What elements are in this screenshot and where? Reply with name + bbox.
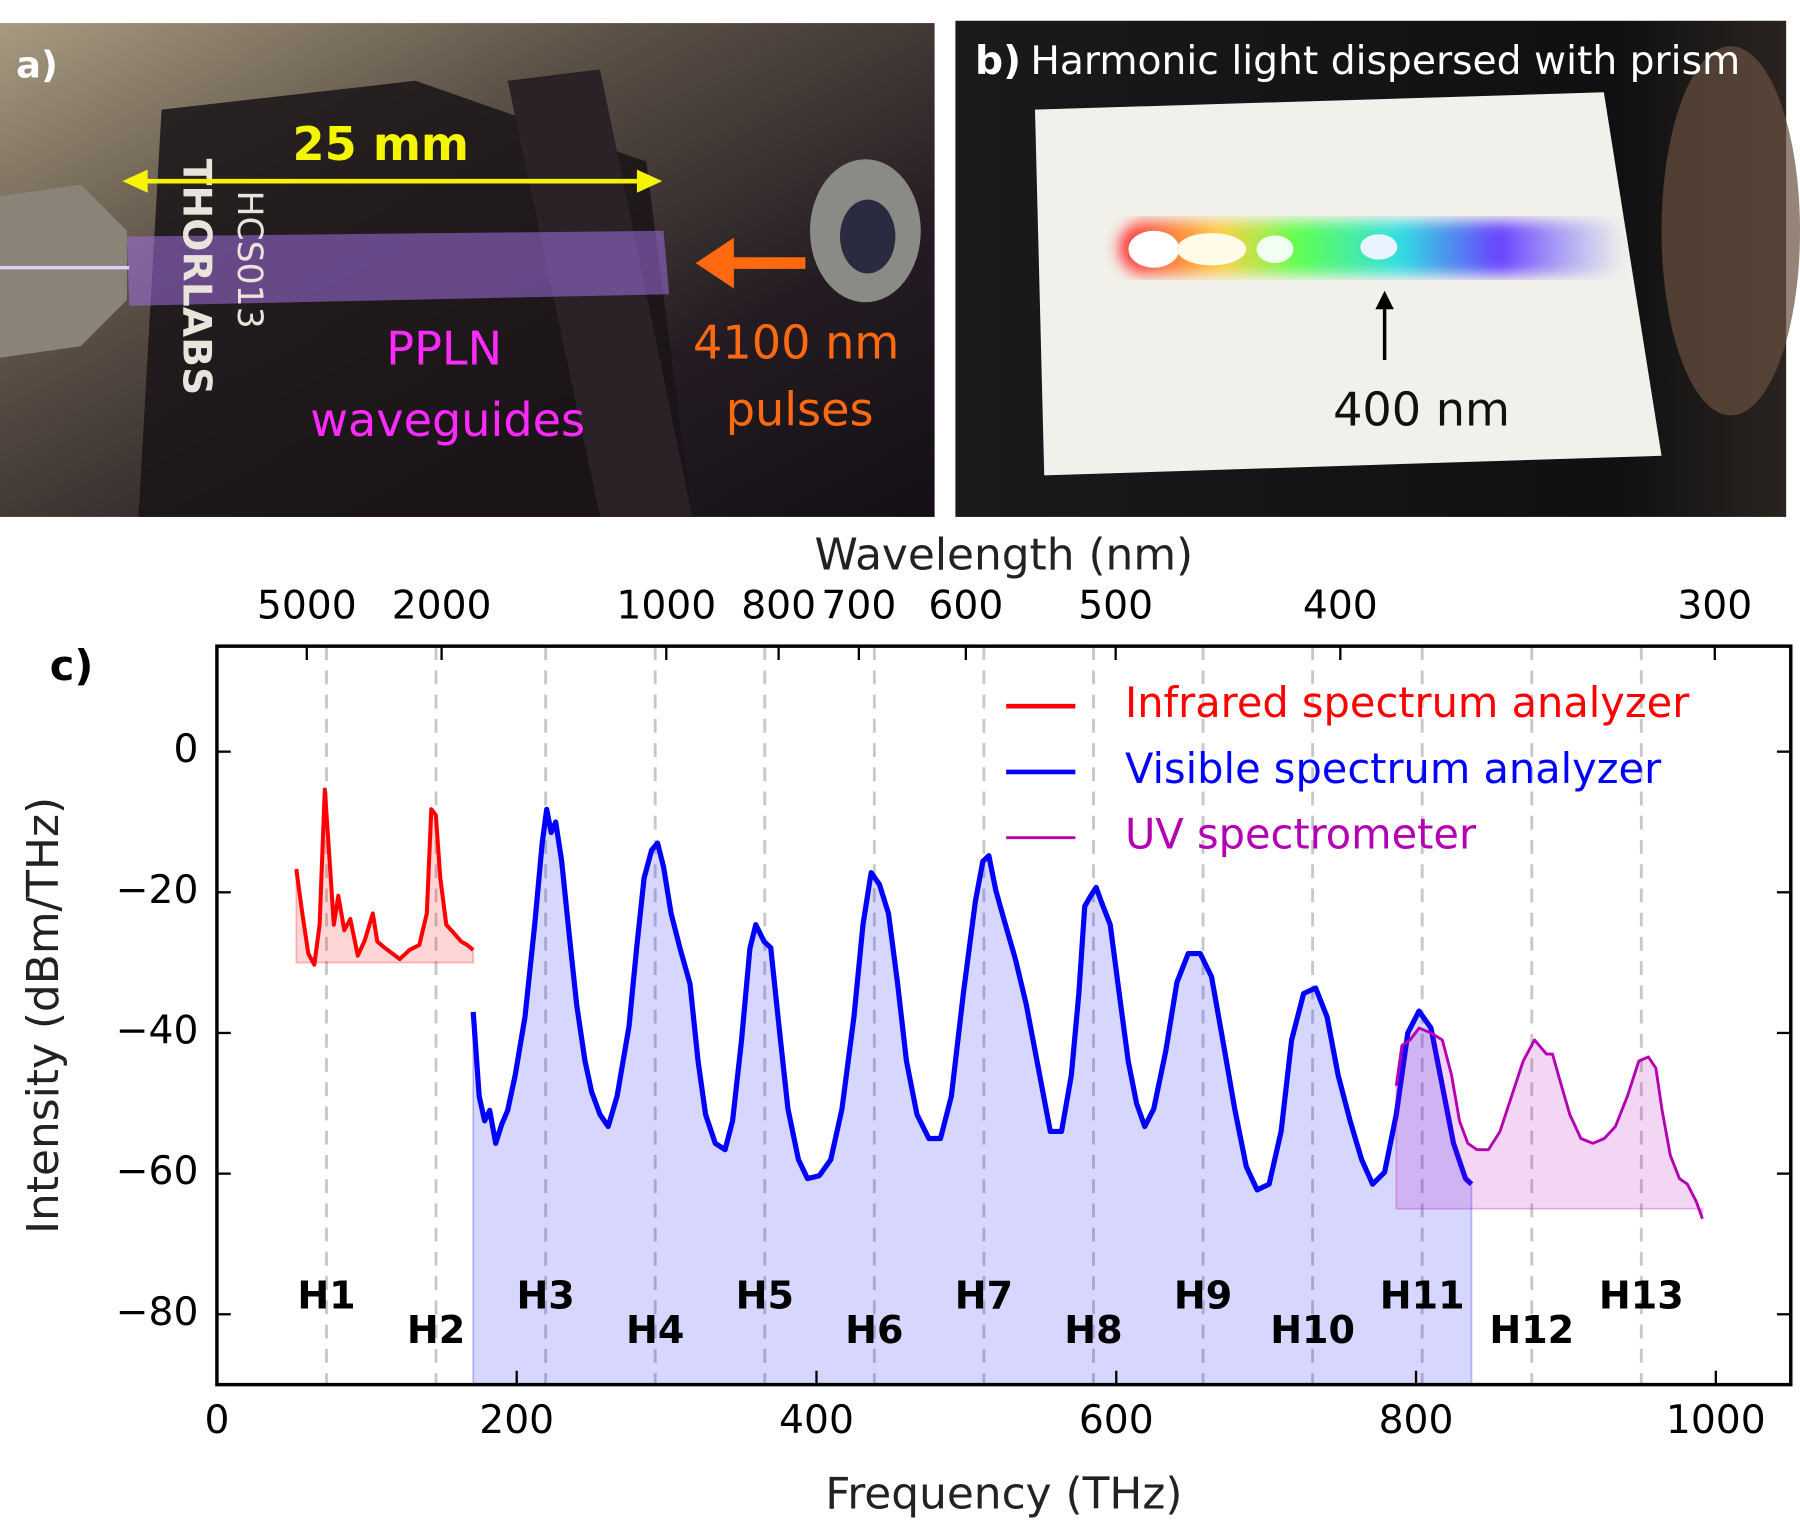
harmonic-label: H10 xyxy=(1270,1308,1355,1352)
scale-arrowhead xyxy=(122,169,148,193)
glow-spot xyxy=(1360,234,1398,260)
x-tick-label: 400 xyxy=(779,1398,854,1443)
series-line xyxy=(1394,1026,1704,1220)
pulse-label: pulses xyxy=(726,383,874,437)
panel-label: b) xyxy=(975,39,1021,84)
waveguide-label: PPLN xyxy=(386,321,502,375)
harmonic-label: H1 xyxy=(297,1274,355,1318)
glow-spot xyxy=(1128,230,1180,268)
fingers xyxy=(1661,46,1800,416)
panel-label: c) xyxy=(50,641,94,690)
y-axis-label: Intensity (dBm/THz) xyxy=(18,797,69,1234)
pulse-arrowhead xyxy=(695,237,734,289)
area xyxy=(1395,1027,1704,1219)
photo-b: 400 nm b) Harmonic light dispersed with … xyxy=(955,20,1800,517)
harmonic-label: H12 xyxy=(1489,1308,1574,1352)
legend-label: Visible spectrum analyzer xyxy=(1125,744,1662,793)
scale-label: 25 mm xyxy=(293,117,469,171)
x-axis-label: Frequency (THz) xyxy=(825,1469,1182,1520)
chip xyxy=(126,230,670,306)
x2-tick-label: 800 xyxy=(741,584,816,629)
y-tick-label: 0 xyxy=(174,727,199,772)
x2-tick-label: 1000 xyxy=(616,584,716,629)
x2-tick-label: 400 xyxy=(1303,584,1378,629)
y-tick-label: −40 xyxy=(116,1008,199,1053)
harmonic-label: H13 xyxy=(1599,1274,1684,1318)
panel-label: a) xyxy=(16,43,58,86)
chart: c) Frequency (THz) Wavelength (nm) Inten… xyxy=(18,529,1793,1520)
fiber-holder xyxy=(0,184,127,358)
x-tick-label: 200 xyxy=(479,1398,554,1443)
x2-tick-label: 500 xyxy=(1078,584,1153,629)
marker-arrowhead xyxy=(1375,290,1394,310)
harmonic-label: H7 xyxy=(955,1274,1013,1318)
harmonic-label: H4 xyxy=(626,1308,684,1352)
legend-label: Infrared spectrum analyzer xyxy=(1125,678,1690,727)
chip-brand: THORLABS xyxy=(173,159,218,396)
harmonic-label: H9 xyxy=(1174,1274,1232,1318)
x2-tick-label: 2000 xyxy=(392,584,492,629)
y-tick-label: −80 xyxy=(116,1290,199,1335)
panel-title: Harmonic light dispersed with prism xyxy=(1030,39,1740,84)
harmonic-label: H6 xyxy=(845,1308,903,1352)
series-line xyxy=(294,787,475,967)
y-tick-label: −20 xyxy=(116,868,199,913)
marker-label: 400 nm xyxy=(1333,383,1510,437)
harmonic-label: H8 xyxy=(1064,1308,1122,1352)
y-tick-label: −60 xyxy=(116,1149,199,1194)
glow-spot xyxy=(1176,233,1247,266)
photo-a: THORLABS HCS013 25 mm PPLN waveguides 41… xyxy=(0,23,935,517)
x-tick-label: 800 xyxy=(1379,1398,1454,1443)
x-tick-label: 1000 xyxy=(1666,1398,1766,1443)
x2-tick-label: 300 xyxy=(1677,584,1752,629)
x2-tick-label: 600 xyxy=(928,584,1003,629)
series-line xyxy=(470,806,1474,1193)
x-tick-label: 0 xyxy=(204,1398,229,1443)
plot-frame xyxy=(215,644,1793,1387)
x2-tick-label: 5000 xyxy=(257,584,357,629)
x-tick-label: 600 xyxy=(1079,1398,1154,1443)
harmonic-label: H5 xyxy=(736,1274,794,1318)
lens-core xyxy=(840,199,896,274)
chip-model: HCS013 xyxy=(229,191,269,329)
card xyxy=(1035,92,1662,476)
harmonic-label: H3 xyxy=(516,1274,574,1318)
harmonic-label: H2 xyxy=(407,1308,465,1352)
x2-axis-label: Wavelength (nm) xyxy=(815,529,1194,580)
x2-tick-label: 700 xyxy=(821,584,896,629)
glow-spot xyxy=(1256,235,1294,264)
scale-arrowhead xyxy=(636,169,663,193)
harmonic-label: H11 xyxy=(1380,1274,1465,1318)
pulse-label: 4100 nm xyxy=(693,316,899,370)
waveguide-label: waveguides xyxy=(310,393,585,447)
legend-label: UV spectrometer xyxy=(1125,810,1477,859)
